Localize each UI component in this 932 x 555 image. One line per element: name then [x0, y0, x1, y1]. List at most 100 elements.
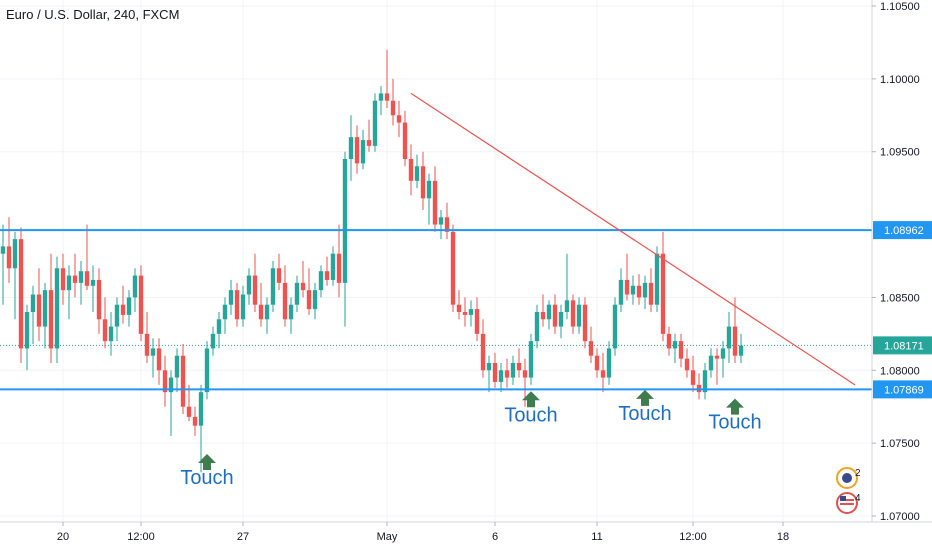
candle-body[interactable]	[708, 355, 714, 371]
candle[interactable]	[144, 312, 150, 363]
candle-body[interactable]	[210, 333, 216, 349]
candle-body[interactable]	[372, 100, 378, 146]
candle[interactable]	[96, 268, 102, 334]
candle[interactable]	[492, 352, 498, 388]
candle[interactable]	[690, 355, 696, 393]
candle-body[interactable]	[234, 290, 240, 320]
us-flag-icon[interactable]: 4	[836, 492, 861, 514]
candle[interactable]	[264, 297, 270, 334]
candle-body[interactable]	[624, 279, 630, 295]
candle-body[interactable]	[666, 333, 672, 349]
candle-body[interactable]	[336, 253, 342, 283]
support-resistance-lines[interactable]	[0, 92, 872, 391]
candle-body[interactable]	[66, 275, 72, 291]
candle[interactable]	[672, 333, 678, 363]
candle-body[interactable]	[192, 416, 198, 426]
candle[interactable]	[120, 285, 126, 324]
candle-body[interactable]	[726, 326, 732, 349]
candle-body[interactable]	[714, 355, 720, 359]
candle-body[interactable]	[486, 363, 492, 371]
candle-body[interactable]	[258, 304, 264, 320]
candle-body[interactable]	[630, 285, 636, 295]
candle-body[interactable]	[432, 180, 438, 225]
candle[interactable]	[582, 297, 588, 349]
candle-body[interactable]	[426, 180, 432, 199]
candle[interactable]	[474, 297, 480, 342]
candle-body[interactable]	[276, 268, 282, 283]
candle[interactable]	[564, 253, 570, 320]
candle[interactable]	[570, 294, 576, 334]
candle[interactable]	[246, 268, 252, 305]
price-axis[interactable]: 1.10500 1.10000 1.09500 1.08500 1.08000 1.075…	[872, 1, 932, 523]
candle-body[interactable]	[582, 304, 588, 342]
candle[interactable]	[192, 406, 198, 436]
candle[interactable]	[456, 290, 462, 320]
candle-body[interactable]	[354, 137, 360, 164]
candle-body[interactable]	[600, 370, 606, 378]
candle[interactable]	[36, 268, 42, 342]
candle[interactable]	[366, 119, 372, 152]
candle[interactable]	[654, 246, 660, 312]
candle[interactable]	[552, 294, 558, 334]
candle[interactable]	[594, 348, 600, 378]
candle-body[interactable]	[366, 140, 372, 146]
candle[interactable]	[588, 326, 594, 363]
candle[interactable]	[132, 268, 138, 312]
candle[interactable]	[408, 144, 414, 196]
candle-body[interactable]	[84, 271, 90, 286]
candle[interactable]	[600, 352, 606, 393]
candle[interactable]	[438, 210, 444, 240]
candle-body[interactable]	[690, 370, 696, 385]
candle[interactable]	[336, 224, 342, 298]
candle[interactable]	[240, 285, 246, 327]
candle[interactable]	[414, 154, 420, 189]
candle-body[interactable]	[108, 326, 114, 342]
candle-body[interactable]	[606, 348, 612, 378]
time-axis[interactable]: 20 12:00 27 May 6 11 12:00 18	[57, 522, 789, 543]
candle-body[interactable]	[72, 275, 78, 283]
candle-body[interactable]	[150, 348, 156, 356]
candle-body[interactable]	[228, 290, 234, 305]
candle-body[interactable]	[216, 319, 222, 334]
candle[interactable]	[648, 268, 654, 312]
candle[interactable]	[678, 333, 684, 368]
candle-body[interactable]	[318, 271, 324, 291]
candle-body[interactable]	[120, 304, 126, 315]
candle[interactable]	[342, 151, 348, 327]
candle-body[interactable]	[420, 166, 426, 199]
candle[interactable]	[126, 290, 132, 327]
candle[interactable]	[396, 100, 402, 138]
candle[interactable]	[156, 338, 162, 385]
candle-body[interactable]	[330, 253, 336, 280]
candle[interactable]	[90, 265, 96, 312]
candle[interactable]	[378, 86, 384, 116]
candle-body[interactable]	[396, 115, 402, 123]
candle-body[interactable]	[618, 279, 624, 305]
candle[interactable]	[282, 265, 288, 327]
candle[interactable]	[138, 265, 144, 342]
candle[interactable]	[198, 384, 204, 473]
candle-body[interactable]	[558, 312, 564, 327]
candle[interactable]	[30, 285, 36, 345]
candle-body[interactable]	[534, 312, 540, 342]
candle-body[interactable]	[648, 282, 654, 305]
candle-body[interactable]	[672, 341, 678, 349]
candle-body[interactable]	[144, 333, 150, 356]
candle[interactable]	[72, 253, 78, 298]
candles[interactable]	[0, 49, 744, 473]
candle-body[interactable]	[186, 406, 192, 417]
candle[interactable]	[300, 261, 306, 298]
candle-body[interactable]	[510, 363, 516, 378]
candle-body[interactable]	[576, 304, 582, 327]
candle-body[interactable]	[480, 333, 486, 371]
candle-body[interactable]	[444, 217, 450, 232]
candle-body[interactable]	[6, 246, 12, 269]
candle-body[interactable]	[474, 309, 480, 334]
candle[interactable]	[54, 256, 60, 363]
candle-body[interactable]	[24, 312, 30, 349]
candle-body[interactable]	[546, 304, 552, 320]
candle[interactable]	[684, 348, 690, 378]
candle[interactable]	[180, 344, 186, 414]
candle-body[interactable]	[348, 137, 354, 159]
